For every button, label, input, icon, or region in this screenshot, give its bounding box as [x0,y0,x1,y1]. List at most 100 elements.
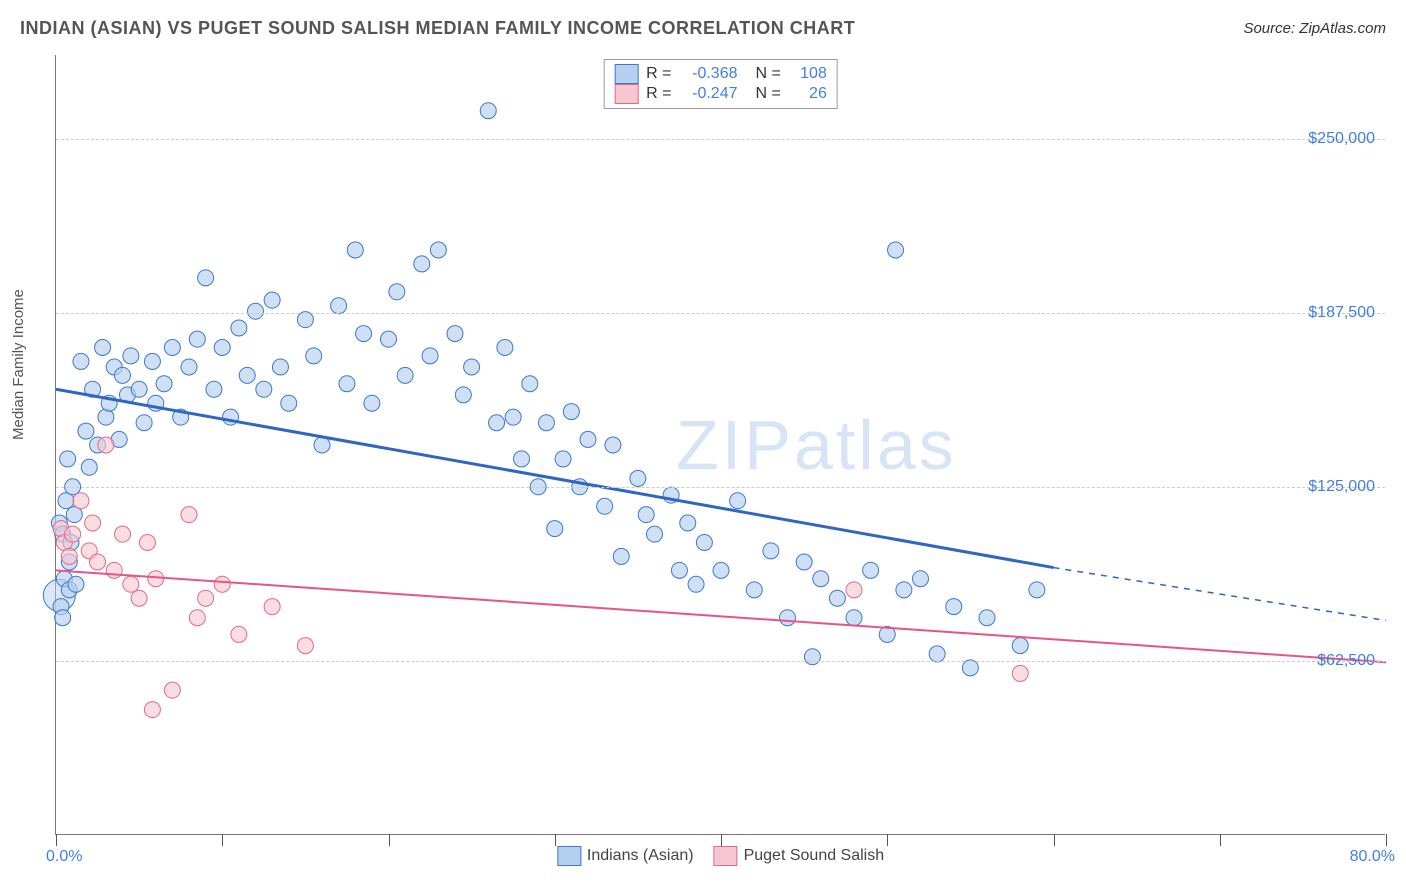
x-tick [56,834,57,846]
scatter-point [85,515,101,531]
legend-r-label: R = [646,85,671,103]
scatter-point [144,353,160,369]
scatter-point [597,498,613,514]
scatter-point [863,562,879,578]
scatter-point [555,451,571,467]
legend-item-label: Indians (Asian) [587,847,694,865]
scatter-point [206,381,222,397]
scatter-point [61,548,77,564]
scatter-point [264,292,280,308]
legend-item-label: Puget Sound Salish [744,847,885,865]
scatter-point [538,415,554,431]
scatter-point [1029,582,1045,598]
legend-row: R =-0.368N =108 [614,64,827,84]
scatter-point [239,367,255,383]
y-tick-label: $62,500 [1317,652,1375,670]
scatter-point [214,576,230,592]
chart-svg [56,55,1385,834]
scatter-point [680,515,696,531]
scatter-point [962,660,978,676]
trend-line [56,389,1054,567]
scatter-point [979,610,995,626]
scatter-point [455,387,471,403]
grid-line [56,139,1385,140]
x-tick [1386,834,1387,846]
y-tick-label: $250,000 [1308,130,1375,148]
scatter-point [547,521,563,537]
scatter-point [136,415,152,431]
chart-plot-area: ZIPatlas R =-0.368N =108R =-0.247N =26 I… [55,55,1385,835]
scatter-point [464,359,480,375]
scatter-point [98,409,114,425]
scatter-point [115,367,131,383]
scatter-point [68,576,84,592]
scatter-point [148,571,164,587]
scatter-point [447,326,463,342]
scatter-point [804,649,820,665]
scatter-point [1012,638,1028,654]
scatter-point [131,590,147,606]
scatter-point [231,320,247,336]
scatter-point [256,381,272,397]
x-tick [222,834,223,846]
scatter-point [264,599,280,615]
scatter-point [480,103,496,119]
scatter-point [630,470,646,486]
scatter-point [131,381,147,397]
scatter-point [713,562,729,578]
scatter-point [430,242,446,258]
scatter-point [605,437,621,453]
scatter-point [156,376,172,392]
x-tick [887,834,888,846]
scatter-point [730,493,746,509]
scatter-point [638,507,654,523]
source-label: Source: ZipAtlas.com [1243,20,1386,37]
scatter-point [95,340,111,356]
grid-line [56,487,1385,488]
y-tick-label: $187,500 [1308,304,1375,322]
scatter-point [214,340,230,356]
chart-title: INDIAN (ASIAN) VS PUGET SOUND SALISH MED… [20,18,855,39]
x-tick [1054,834,1055,846]
scatter-point [55,610,71,626]
x-tick [721,834,722,846]
scatter-point [780,610,796,626]
scatter-point [306,348,322,364]
scatter-point [813,571,829,587]
legend-n-value: 108 [789,65,827,83]
scatter-point [397,367,413,383]
scatter-point [164,682,180,698]
scatter-point [248,303,264,319]
scatter-point [198,270,214,286]
legend-swatch [557,846,581,866]
scatter-point [829,590,845,606]
scatter-point [514,451,530,467]
correlation-legend: R =-0.368N =108R =-0.247N =26 [603,59,838,109]
scatter-point [846,610,862,626]
legend-r-label: R = [646,65,671,83]
legend-swatch [614,64,638,84]
scatter-point [181,507,197,523]
scatter-point [580,431,596,447]
scatter-point [1012,665,1028,681]
scatter-point [422,348,438,364]
scatter-point [78,423,94,439]
scatter-point [888,242,904,258]
scatter-point [647,526,663,542]
grid-line [56,313,1385,314]
scatter-point [414,256,430,272]
scatter-point [489,415,505,431]
scatter-point [281,395,297,411]
x-tick [555,834,556,846]
x-tick [389,834,390,846]
scatter-point [144,702,160,718]
scatter-point [314,437,330,453]
scatter-point [946,599,962,615]
legend-swatch [614,84,638,104]
scatter-point [796,554,812,570]
scatter-point [73,493,89,509]
scatter-point [60,451,76,467]
scatter-point [563,404,579,420]
scatter-point [65,526,81,542]
scatter-point [381,331,397,347]
